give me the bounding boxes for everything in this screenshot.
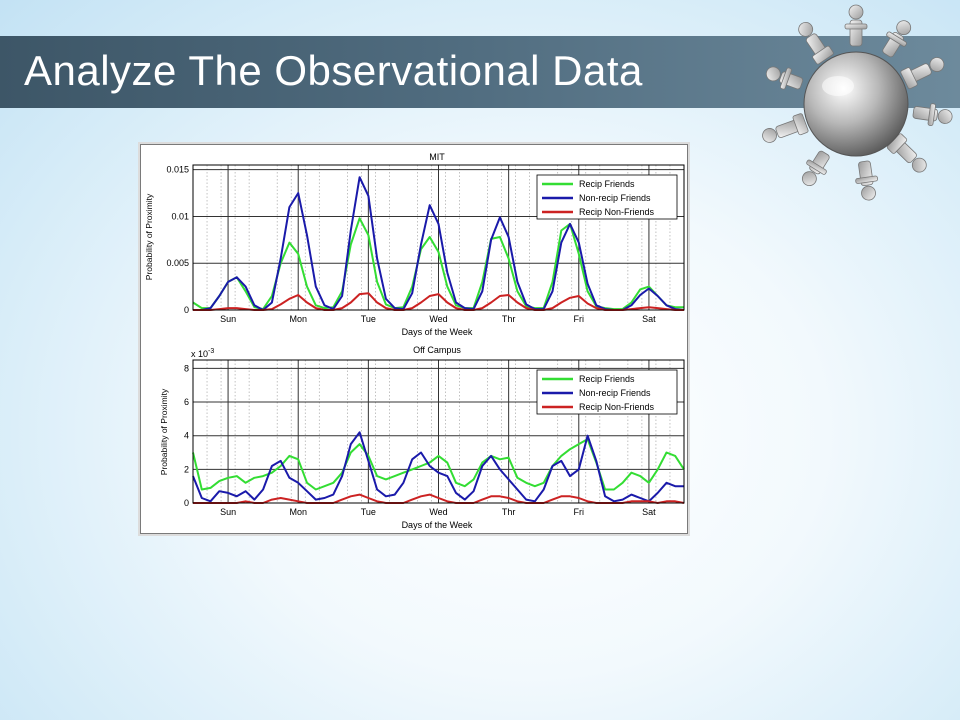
plot-frame: [192, 164, 685, 311]
y-tick-label: 0.015: [166, 165, 189, 175]
legend-label: Recip Friends: [579, 179, 635, 189]
y-axis-label: Probability of Proximity: [144, 193, 154, 280]
y-tick-label: 8: [184, 363, 189, 373]
chart-figure: MIT Probability of Proximity Days of the…: [140, 144, 688, 534]
y-tick-label: 0: [184, 305, 189, 315]
legend-label: Non-recip Friends: [579, 388, 651, 398]
chart-title: Off Campus: [413, 345, 461, 355]
series-line: [193, 176, 685, 311]
y-scale-base: x 10: [191, 349, 208, 359]
y-tick-label: 4: [184, 431, 189, 441]
x-tick-label: Wed: [429, 314, 447, 324]
slide-title: Analyze The Observational Data: [24, 47, 643, 94]
y-scale-label: x 10-3: [191, 348, 214, 359]
y-tick-label: 0.01: [171, 211, 189, 221]
y-tick-label: 6: [184, 397, 189, 407]
x-tick-label: Fri: [574, 314, 585, 324]
x-tick-label: Thr: [502, 507, 516, 517]
x-tick-label: Thr: [502, 314, 516, 324]
x-tick-label: Tue: [361, 314, 376, 324]
off-campus-chart: Off Campus x 10-3 Probability of Proximi…: [159, 345, 685, 530]
x-tick-label: Sun: [220, 507, 236, 517]
x-tick-label: Fri: [574, 507, 585, 517]
x-tick-label: Wed: [429, 507, 447, 517]
legend-label: Recip Non-Friends: [579, 207, 655, 217]
title-bar: [0, 36, 960, 108]
chart-svg: MIT Probability of Proximity Days of the…: [144, 152, 685, 530]
legend-label: Recip Friends: [579, 374, 635, 384]
x-tick-label: Tue: [361, 507, 376, 517]
y-tick-label: 0.005: [166, 258, 189, 268]
x-axis-label: Days of the Week: [402, 327, 473, 337]
plot-frame: [192, 359, 685, 504]
x-tick-label: Mon: [289, 507, 307, 517]
x-tick-label: Mon: [289, 314, 307, 324]
legend-label: Non-recip Friends: [579, 193, 651, 203]
legend-label: Recip Non-Friends: [579, 402, 655, 412]
series-line: [193, 292, 684, 311]
globe-with-people-icon: [762, 4, 953, 201]
y-scale-exponent: -3: [208, 348, 214, 355]
y-tick-label: 2: [184, 464, 189, 474]
x-tick-label: Sat: [642, 314, 656, 324]
y-axis-label: Probability of Proximity: [159, 388, 169, 475]
x-tick-label: Sun: [220, 314, 236, 324]
x-axis-label: Days of the Week: [402, 520, 473, 530]
mit-chart: MIT Probability of Proximity Days of the…: [144, 152, 685, 337]
y-tick-label: 0: [184, 498, 189, 508]
chart-title: MIT: [429, 152, 445, 162]
x-tick-label: Sat: [642, 507, 656, 517]
series-line: [192, 431, 684, 503]
